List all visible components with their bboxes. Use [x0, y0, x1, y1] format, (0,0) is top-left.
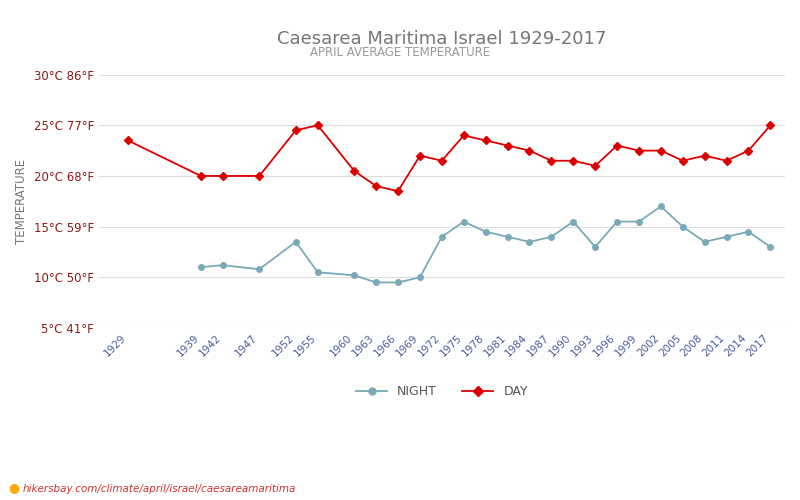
Y-axis label: TEMPERATURE: TEMPERATURE — [15, 158, 28, 244]
Text: APRIL AVERAGE TEMPERATURE: APRIL AVERAGE TEMPERATURE — [310, 46, 490, 59]
Text: ●: ● — [8, 481, 19, 494]
Legend: NIGHT, DAY: NIGHT, DAY — [351, 380, 533, 403]
Title: Caesarea Maritima Israel 1929-2017: Caesarea Maritima Israel 1929-2017 — [277, 30, 606, 48]
Text: hikersbay.com/climate/april/israel/caesareamaritima: hikersbay.com/climate/april/israel/caesa… — [22, 484, 296, 494]
